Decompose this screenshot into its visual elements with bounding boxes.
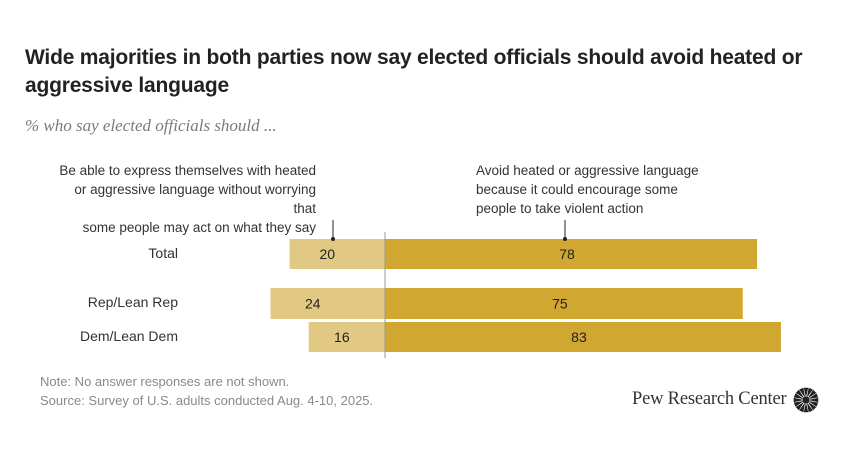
logo-ray — [799, 403, 805, 413]
left-header-line: or aggressive language without worrying … — [74, 182, 316, 216]
right-column-header: Avoid heated or aggressive language beca… — [476, 161, 756, 218]
right-header-line: because it could encourage some — [476, 182, 678, 197]
logo-ray — [795, 402, 804, 411]
logo-ray — [807, 403, 813, 413]
logo-ray — [803, 387, 809, 397]
logo-ray — [808, 402, 817, 411]
data-label-right-0: 78 — [559, 246, 575, 262]
right-header-pointer-dot — [563, 237, 567, 241]
left-header-line: Be able to express themselves with heate… — [59, 163, 316, 178]
logo-ray — [809, 401, 819, 407]
logo-ray — [803, 403, 809, 413]
bar-left-2 — [308, 322, 385, 352]
bar-left-1 — [270, 288, 385, 319]
logo-ray — [799, 387, 805, 397]
logo-ray — [795, 389, 804, 398]
bar-right-1 — [385, 288, 743, 319]
left-header-pointer-dot — [331, 237, 335, 241]
logo-center — [802, 396, 810, 404]
data-label-right-1: 75 — [552, 296, 568, 312]
data-label-left-1: 24 — [305, 296, 321, 312]
data-label-left-0: 20 — [320, 246, 336, 262]
category-label-rep: Rep/Lean Rep — [87, 294, 178, 310]
chart-title: Wide majorities in both parties now say … — [25, 46, 803, 97]
left-header-line: some people may act on what they say — [82, 220, 316, 235]
chart-note: Note: No answer responses are not shown. — [40, 374, 290, 389]
logo-ray — [807, 387, 813, 397]
chart-subtitle: % who say elected officials should ... — [25, 116, 277, 135]
logo-ray — [793, 393, 803, 399]
pew-logo-text: Pew Research Center — [632, 389, 787, 409]
logo-ray — [793, 401, 803, 407]
right-header-line: Avoid heated or aggressive language — [476, 163, 699, 178]
data-label-left-2: 16 — [334, 329, 350, 345]
bar-right-0 — [385, 239, 758, 269]
bar-right-2 — [385, 322, 781, 352]
left-column-header: Be able to express themselves with heate… — [56, 161, 316, 237]
pew-logo-icon — [793, 387, 819, 413]
data-label-right-2: 83 — [571, 329, 587, 345]
logo-ray — [809, 393, 819, 399]
category-label-dem: Dem/Lean Dem — [79, 328, 178, 344]
right-header-line: people to take violent action — [476, 201, 644, 216]
chart-source: Source: Survey of U.S. adults conducted … — [40, 393, 374, 408]
bar-left-0 — [289, 239, 385, 269]
category-label-total: Total — [148, 245, 178, 261]
logo-ray — [809, 397, 819, 403]
logo-ray — [793, 397, 803, 403]
logo-ray — [808, 389, 817, 398]
